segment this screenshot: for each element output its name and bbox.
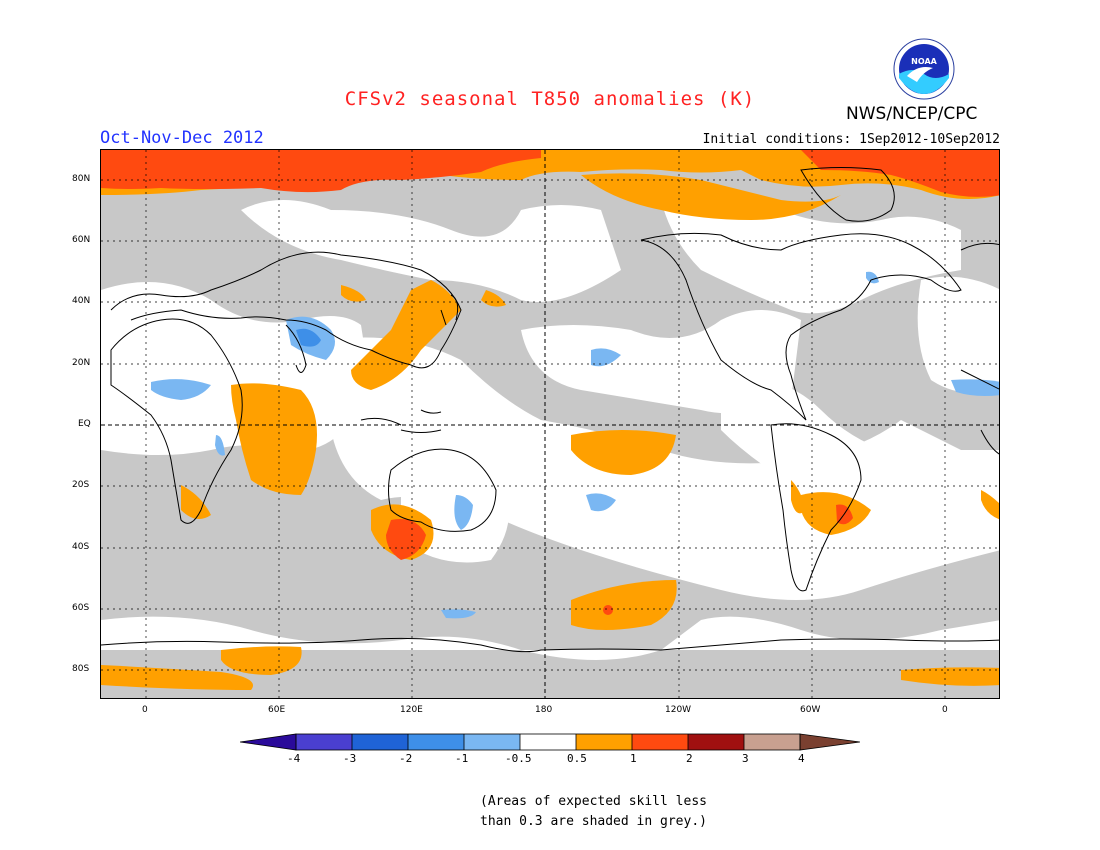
equator-dateline <box>101 150 999 698</box>
colorbar-left-arrow <box>240 734 296 750</box>
warm-anomaly-patches <box>101 280 999 690</box>
lon-label-60w: 60W <box>800 705 821 715</box>
colorbar-label: -3 <box>343 752 357 765</box>
lat-label-40s: 40S <box>72 542 90 552</box>
skill-note: (Areas of expected skill less than 0.3 a… <box>480 792 707 832</box>
colorbar-label: 4 <box>798 752 805 765</box>
lon-label-60e: 60E <box>268 705 286 715</box>
colorbar-swatch <box>632 734 688 750</box>
colorbar-label: -1 <box>455 752 469 765</box>
svg-text:NOAA: NOAA <box>911 57 937 66</box>
colorbar-swatch <box>688 734 744 750</box>
lat-label-20s: 20S <box>72 480 90 490</box>
colorbar-label: 1 <box>630 752 637 765</box>
lat-label-60n: 60N <box>72 235 91 245</box>
lon-label-120e: 120E <box>400 705 423 715</box>
colorbar-swatch <box>744 734 800 750</box>
lon-label-120w: 120W <box>665 705 692 715</box>
skill-note-line1: (Areas of expected skill less <box>480 794 707 809</box>
skill-note-line2: than 0.3 are shaded in grey.) <box>480 814 707 829</box>
agency-label: NWS/NCEP/CPC <box>846 104 978 124</box>
colorbar-label: 3 <box>742 752 749 765</box>
noaa-logo-icon: NOAA <box>893 38 955 100</box>
coastlines <box>101 167 999 653</box>
colorbar-right-arrow <box>800 734 860 750</box>
cool-anomaly-patches <box>151 271 999 619</box>
anomaly-map <box>100 149 1000 699</box>
lat-label-80s: 80S <box>72 664 90 674</box>
lat-label-40n: 40N <box>72 296 91 306</box>
season-label: Oct-Nov-Dec 2012 <box>100 128 264 148</box>
lat-label-eq: EQ <box>78 419 91 429</box>
colorbar-swatch <box>464 734 520 750</box>
colorbar-label: 2 <box>686 752 693 765</box>
lon-label-180: 180 <box>535 705 553 715</box>
colorbar-swatch <box>576 734 632 750</box>
colorbar-swatch <box>520 734 576 750</box>
colorbar-swatch <box>408 734 464 750</box>
colorbar-swatch <box>352 734 408 750</box>
colorbar-label: 0.5 <box>567 752 587 765</box>
colorbar <box>240 733 860 751</box>
colorbar-label: -4 <box>287 752 301 765</box>
initial-conditions-label: Initial conditions: 1Sep2012-10Sep2012 <box>702 132 1000 147</box>
colorbar-label: -2 <box>399 752 413 765</box>
lat-label-20n: 20N <box>72 358 91 368</box>
map-title: CFSv2 seasonal T850 anomalies (K) <box>344 88 756 110</box>
colorbar-label: -0.5 <box>505 752 532 765</box>
map-canvas <box>101 150 999 698</box>
lon-label-0-right: 0 <box>942 705 948 715</box>
colorbar-swatch <box>296 734 352 750</box>
lat-label-80n: 80N <box>72 174 91 184</box>
lat-label-60s: 60S <box>72 603 90 613</box>
arctic-strong-warm-band <box>101 150 541 193</box>
lon-label-0: 0 <box>142 705 148 715</box>
graticule <box>101 150 999 698</box>
